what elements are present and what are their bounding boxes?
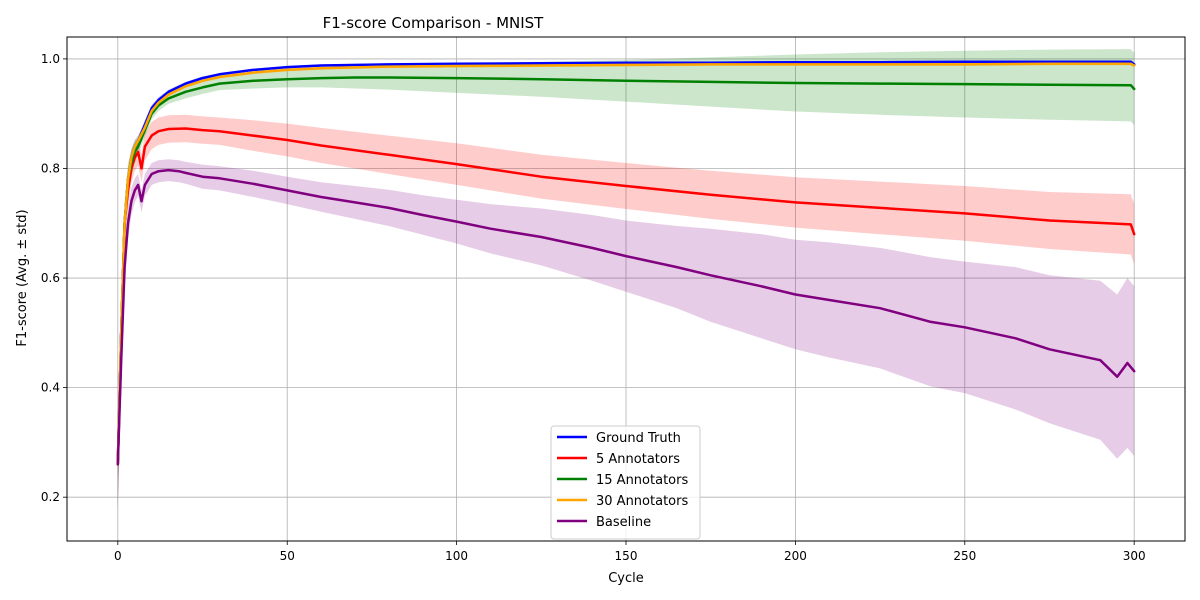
legend-label-15-annotators: 15 Annotators (596, 473, 688, 488)
series-line-5-annotators (116, 127, 1136, 466)
y-tick-label-2: 0.6 (41, 271, 60, 285)
legend-label-ground-truth: Ground Truth (596, 431, 681, 446)
std-band-baseline (117, 159, 1135, 509)
std-band-15-annotators (117, 49, 1135, 509)
x-tick-label-5: 250 (953, 549, 976, 563)
series-line-layer (116, 60, 1136, 466)
legend: Ground Truth 5 Annotators 15 Annotators 30 … (550, 425, 701, 540)
std-band-5-annotators (117, 114, 1135, 509)
series-line-15-annotators (116, 76, 1136, 466)
legend-label-30-annotators: 30 Annotators (596, 494, 688, 509)
x-tick-label-3: 150 (615, 549, 638, 563)
x-axis-label: Cycle (608, 571, 644, 586)
chart-title: F1-score Comparison - MNIST (323, 14, 545, 32)
x-tick-label-6: 300 (1123, 549, 1146, 563)
tick-layer: 0 50 100 150 200 250 300 0.2 0.4 0.6 0.8 1.0 (41, 52, 1146, 563)
x-tick-label-0: 0 (114, 549, 122, 563)
series-line-baseline (116, 168, 1136, 466)
legend-label-5-annotators: 5 Annotators (596, 452, 680, 467)
y-tick-label-3: 0.8 (41, 161, 60, 175)
y-tick-label-4: 1.0 (41, 52, 60, 66)
x-tick-label-4: 200 (784, 549, 807, 563)
y-axis-label: F1-score (Avg. ± std) (15, 209, 30, 346)
series-line-30-annotators (116, 62, 1136, 466)
y-tick-label-1: 0.4 (41, 381, 60, 395)
x-tick-label-2: 100 (445, 549, 468, 563)
y-tick-label-0: 0.2 (41, 490, 60, 504)
legend-box (550, 425, 701, 540)
legend-label-baseline: Baseline (596, 515, 651, 530)
x-tick-label-1: 50 (280, 549, 295, 563)
std-band-layer (117, 49, 1135, 509)
grid-layer (67, 37, 1185, 541)
